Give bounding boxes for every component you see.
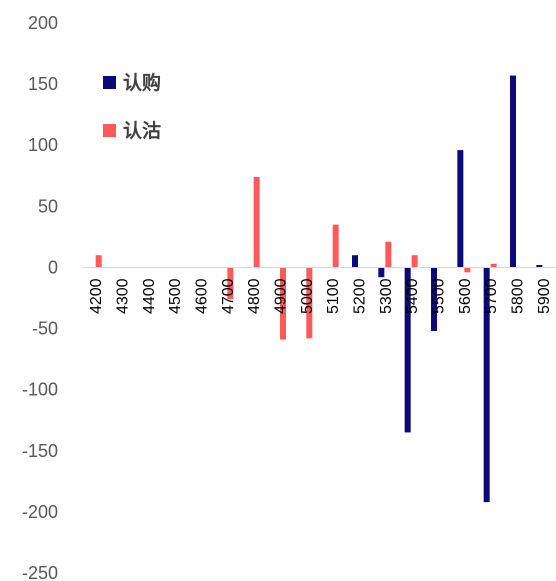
x-tick-label: 5900 [536,278,553,314]
legend-swatch [103,124,116,137]
x-tick-label: 4600 [194,278,211,314]
x-tick-label: 5400 [404,278,421,314]
x-tick-label: 5200 [352,278,369,314]
x-tick-label: 4700 [220,278,237,314]
legend-label: 认购 [123,71,161,94]
bar-put-5100 [332,224,339,268]
bar-call-5300 [378,267,385,278]
bar-put-5700 [490,263,497,268]
x-tick-label: 5500 [431,278,448,314]
bar-put-5400 [411,255,418,268]
x-tick-label: 4200 [88,278,105,314]
x-tick-label: 4400 [141,278,158,314]
bar-call-5900 [536,265,543,268]
bar-put-5000 [306,267,313,339]
bar-call-5500 [431,267,437,331]
bar-put-4700 [227,267,234,300]
x-tick-label: 4800 [246,278,263,314]
bar-put-5600 [464,267,471,273]
legend-swatch [103,76,116,89]
x-tick-label: 4300 [115,278,132,314]
bar-call-5400 [404,267,411,433]
y-tick-label: 100 [28,135,58,155]
y-tick-label: 0 [48,257,58,277]
y-tick-label: 50 [38,196,58,216]
y-tick-label: 200 [28,13,58,33]
bars [95,75,543,503]
x-tick-label: 5600 [457,278,474,314]
bar-call-5800 [510,75,516,268]
y-axis: 200 150 100 50 0 -50 -100 -150 -200 -250 [22,13,58,581]
x-tick-label: 5800 [510,278,527,314]
bar-put-4200 [95,255,102,268]
bar-call-5600 [457,150,464,268]
x-tick-label: 5100 [325,278,342,314]
y-tick-label: -100 [22,380,58,400]
bar-put-5300 [385,241,392,268]
x-tick-label: 5000 [299,278,316,314]
bar-call-5700 [483,267,490,503]
y-tick-label: -150 [22,441,58,461]
bar-put-4800 [253,177,260,268]
x-tick-label: 4500 [167,278,184,314]
y-tick-label: 150 [28,74,58,94]
y-tick-label: -200 [22,502,58,522]
bar-call-5200 [352,255,358,268]
x-tick-label: 5700 [483,278,500,314]
x-axis: 4200 4300 4400 4500 4600 4700 4800 4900 5000 5100… [88,278,553,314]
x-tick-label: 5300 [378,278,395,314]
bar-put-4900 [280,267,286,340]
x-tick-label: 4900 [273,278,290,314]
y-tick-label: -250 [22,563,58,581]
legend-label: 认沽 [123,119,161,142]
y-tick-label: -50 [32,319,58,339]
